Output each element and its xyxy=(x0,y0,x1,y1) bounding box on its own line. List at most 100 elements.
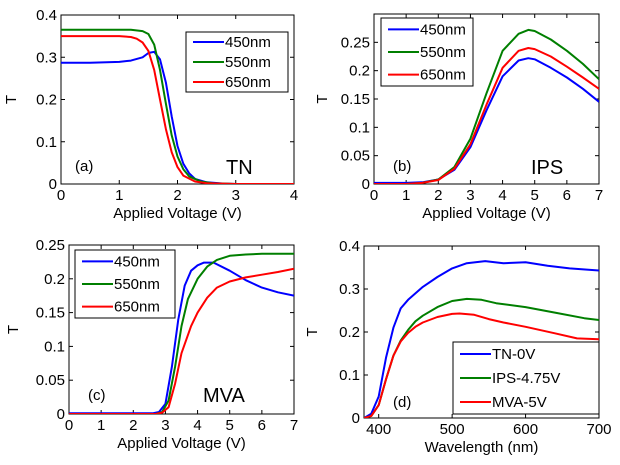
legend-item: 450nm xyxy=(388,21,466,38)
panel-b-ips-voltage-chart: 0 1 2 3 4 5 6 7 0 0.05 0.1 0.15 0.2 0.25 Applied Volta… xyxy=(314,13,603,222)
legend-label: MVA-5V xyxy=(492,394,547,411)
x-tick-label: 1 xyxy=(97,417,105,434)
legend-item: 650nm xyxy=(388,67,466,84)
mode-label: MVA xyxy=(203,385,246,407)
legend-label: 450nm xyxy=(225,34,271,51)
series-line-650nm xyxy=(374,47,599,184)
x-tick-label: 7 xyxy=(290,417,298,434)
legend-item: 550nm xyxy=(82,276,160,293)
legend-item: IPS-4.75V xyxy=(460,370,560,387)
x-tick-label: 5 xyxy=(531,187,539,204)
panel-a-tn-voltage-chart: 0 1 2 3 4 0 0.1 0.2 0.3 0.4 Applied Voltage (V) T (a… xyxy=(3,7,298,222)
y-tick-label: 0.2 xyxy=(339,324,360,341)
y-tick-label: 0.3 xyxy=(339,281,360,298)
x-tick-label: 2 xyxy=(173,187,181,204)
x-tick-label: 3 xyxy=(232,187,240,204)
y-tick-label: 0 xyxy=(362,176,370,193)
legend-item: 550nm xyxy=(388,44,466,61)
y-tick-label: 0.1 xyxy=(349,119,370,136)
y-tick-label: 0.1 xyxy=(339,367,360,384)
x-tick-label: 700 xyxy=(586,421,611,438)
x-tick-label: 2 xyxy=(434,187,442,204)
series-line-650nm xyxy=(61,35,294,184)
y-tick-label: 0.3 xyxy=(36,49,57,66)
series-line-650nm xyxy=(69,267,294,414)
y-axis-label: T xyxy=(314,94,331,103)
y-tick-label: 0.2 xyxy=(44,271,65,288)
legend-item: MVA-5V xyxy=(460,394,547,411)
x-tick-label: 7 xyxy=(595,187,603,204)
legend: TN-0V IPS-4.75V MVA-5V xyxy=(452,341,600,415)
legend-item: 650nm xyxy=(193,74,271,91)
legend-label: TN-0V xyxy=(492,346,535,363)
y-tick-label: 0 xyxy=(352,410,360,427)
panel-label: (b) xyxy=(393,158,411,175)
x-axis-label: Applied Voltage (V) xyxy=(117,435,245,452)
x-axis-label: Applied Voltage (V) xyxy=(113,205,241,222)
legend-item: 550nm xyxy=(193,54,271,71)
panel-d-wavelength-chart: 400 500 600 700 0 0.1 0.2 0.3 0.4 Wavelength (nm)… xyxy=(304,238,612,456)
mode-label: IPS xyxy=(531,157,563,179)
legend-label: 650nm xyxy=(420,67,466,84)
panel-label: (d) xyxy=(393,394,411,411)
y-tick-label: 0.2 xyxy=(36,92,57,109)
y-tick-label: 0.25 xyxy=(36,237,65,254)
x-tick-label: 1 xyxy=(115,187,123,204)
y-tick-label: 0 xyxy=(49,176,57,193)
legend: 450nm 550nm 650nm xyxy=(74,249,176,319)
y-tick-label: 0.2 xyxy=(349,63,370,80)
y-axis-label: T xyxy=(5,325,22,334)
panel-label: (a) xyxy=(75,158,93,175)
x-tick-label: 500 xyxy=(440,421,465,438)
x-tick-label: 3 xyxy=(466,187,474,204)
y-tick-label: 0 xyxy=(57,406,65,423)
legend-label: 550nm xyxy=(225,54,271,71)
legend-item: 450nm xyxy=(82,253,160,270)
x-tick-label: 0 xyxy=(57,187,65,204)
x-tick-label: 6 xyxy=(563,187,571,204)
y-tick-label: 0.15 xyxy=(341,91,370,108)
y-tick-label: 0.4 xyxy=(339,238,360,255)
legend-label: 550nm xyxy=(114,276,160,293)
x-tick-label: 2 xyxy=(129,417,137,434)
x-axis-label: Applied Voltage (V) xyxy=(422,205,550,222)
x-tick-label: 0 xyxy=(370,187,378,204)
legend: 450nm 550nm 650nm xyxy=(380,17,474,87)
x-tick-label: 4 xyxy=(290,187,298,204)
series-line-mva-5v xyxy=(364,312,599,418)
y-tick-label: 0.05 xyxy=(341,148,370,165)
legend-item: TN-0V xyxy=(460,346,535,363)
x-tick-label: 400 xyxy=(366,421,391,438)
x-tick-label: 600 xyxy=(513,421,538,438)
legend-item: 450nm xyxy=(193,34,271,51)
x-tick-label: 4 xyxy=(498,187,506,204)
y-tick-label: 0.1 xyxy=(36,134,57,151)
series-line-450nm xyxy=(69,261,294,414)
legend-label: 550nm xyxy=(420,44,466,61)
y-tick-label: 0.05 xyxy=(36,372,65,389)
y-tick-label: 0.1 xyxy=(44,338,65,355)
panel-label: (c) xyxy=(88,387,106,404)
x-tick-label: 1 xyxy=(402,187,410,204)
x-tick-label: 3 xyxy=(161,417,169,434)
x-tick-label: 4 xyxy=(193,417,201,434)
panel-c-mva-voltage-chart: 0 1 2 3 4 5 6 7 0 0.05 0.1 0.15 0.2 0.25 Applied Volta… xyxy=(5,237,298,452)
legend-label: 450nm xyxy=(420,21,466,38)
legend-item: 650nm xyxy=(82,299,160,316)
y-axis-label: T xyxy=(3,95,20,104)
x-tick-label: 5 xyxy=(226,417,234,434)
legend: 450nm 550nm 650nm xyxy=(185,31,289,93)
x-tick-label: 0 xyxy=(65,417,73,434)
y-tick-label: 0.4 xyxy=(36,7,57,24)
x-axis-label: Wavelength (nm) xyxy=(425,439,539,456)
legend-label: IPS-4.75V xyxy=(492,370,560,387)
y-axis-label: T xyxy=(304,327,321,336)
y-tick-label: 0.25 xyxy=(341,34,370,51)
series-line-tn-0v xyxy=(364,260,599,418)
y-tick-label: 0.15 xyxy=(36,305,65,322)
legend-label: 650nm xyxy=(114,299,160,316)
legend-label: 650nm xyxy=(225,74,271,91)
legend-label: 450nm xyxy=(114,253,160,270)
x-tick-label: 6 xyxy=(258,417,266,434)
